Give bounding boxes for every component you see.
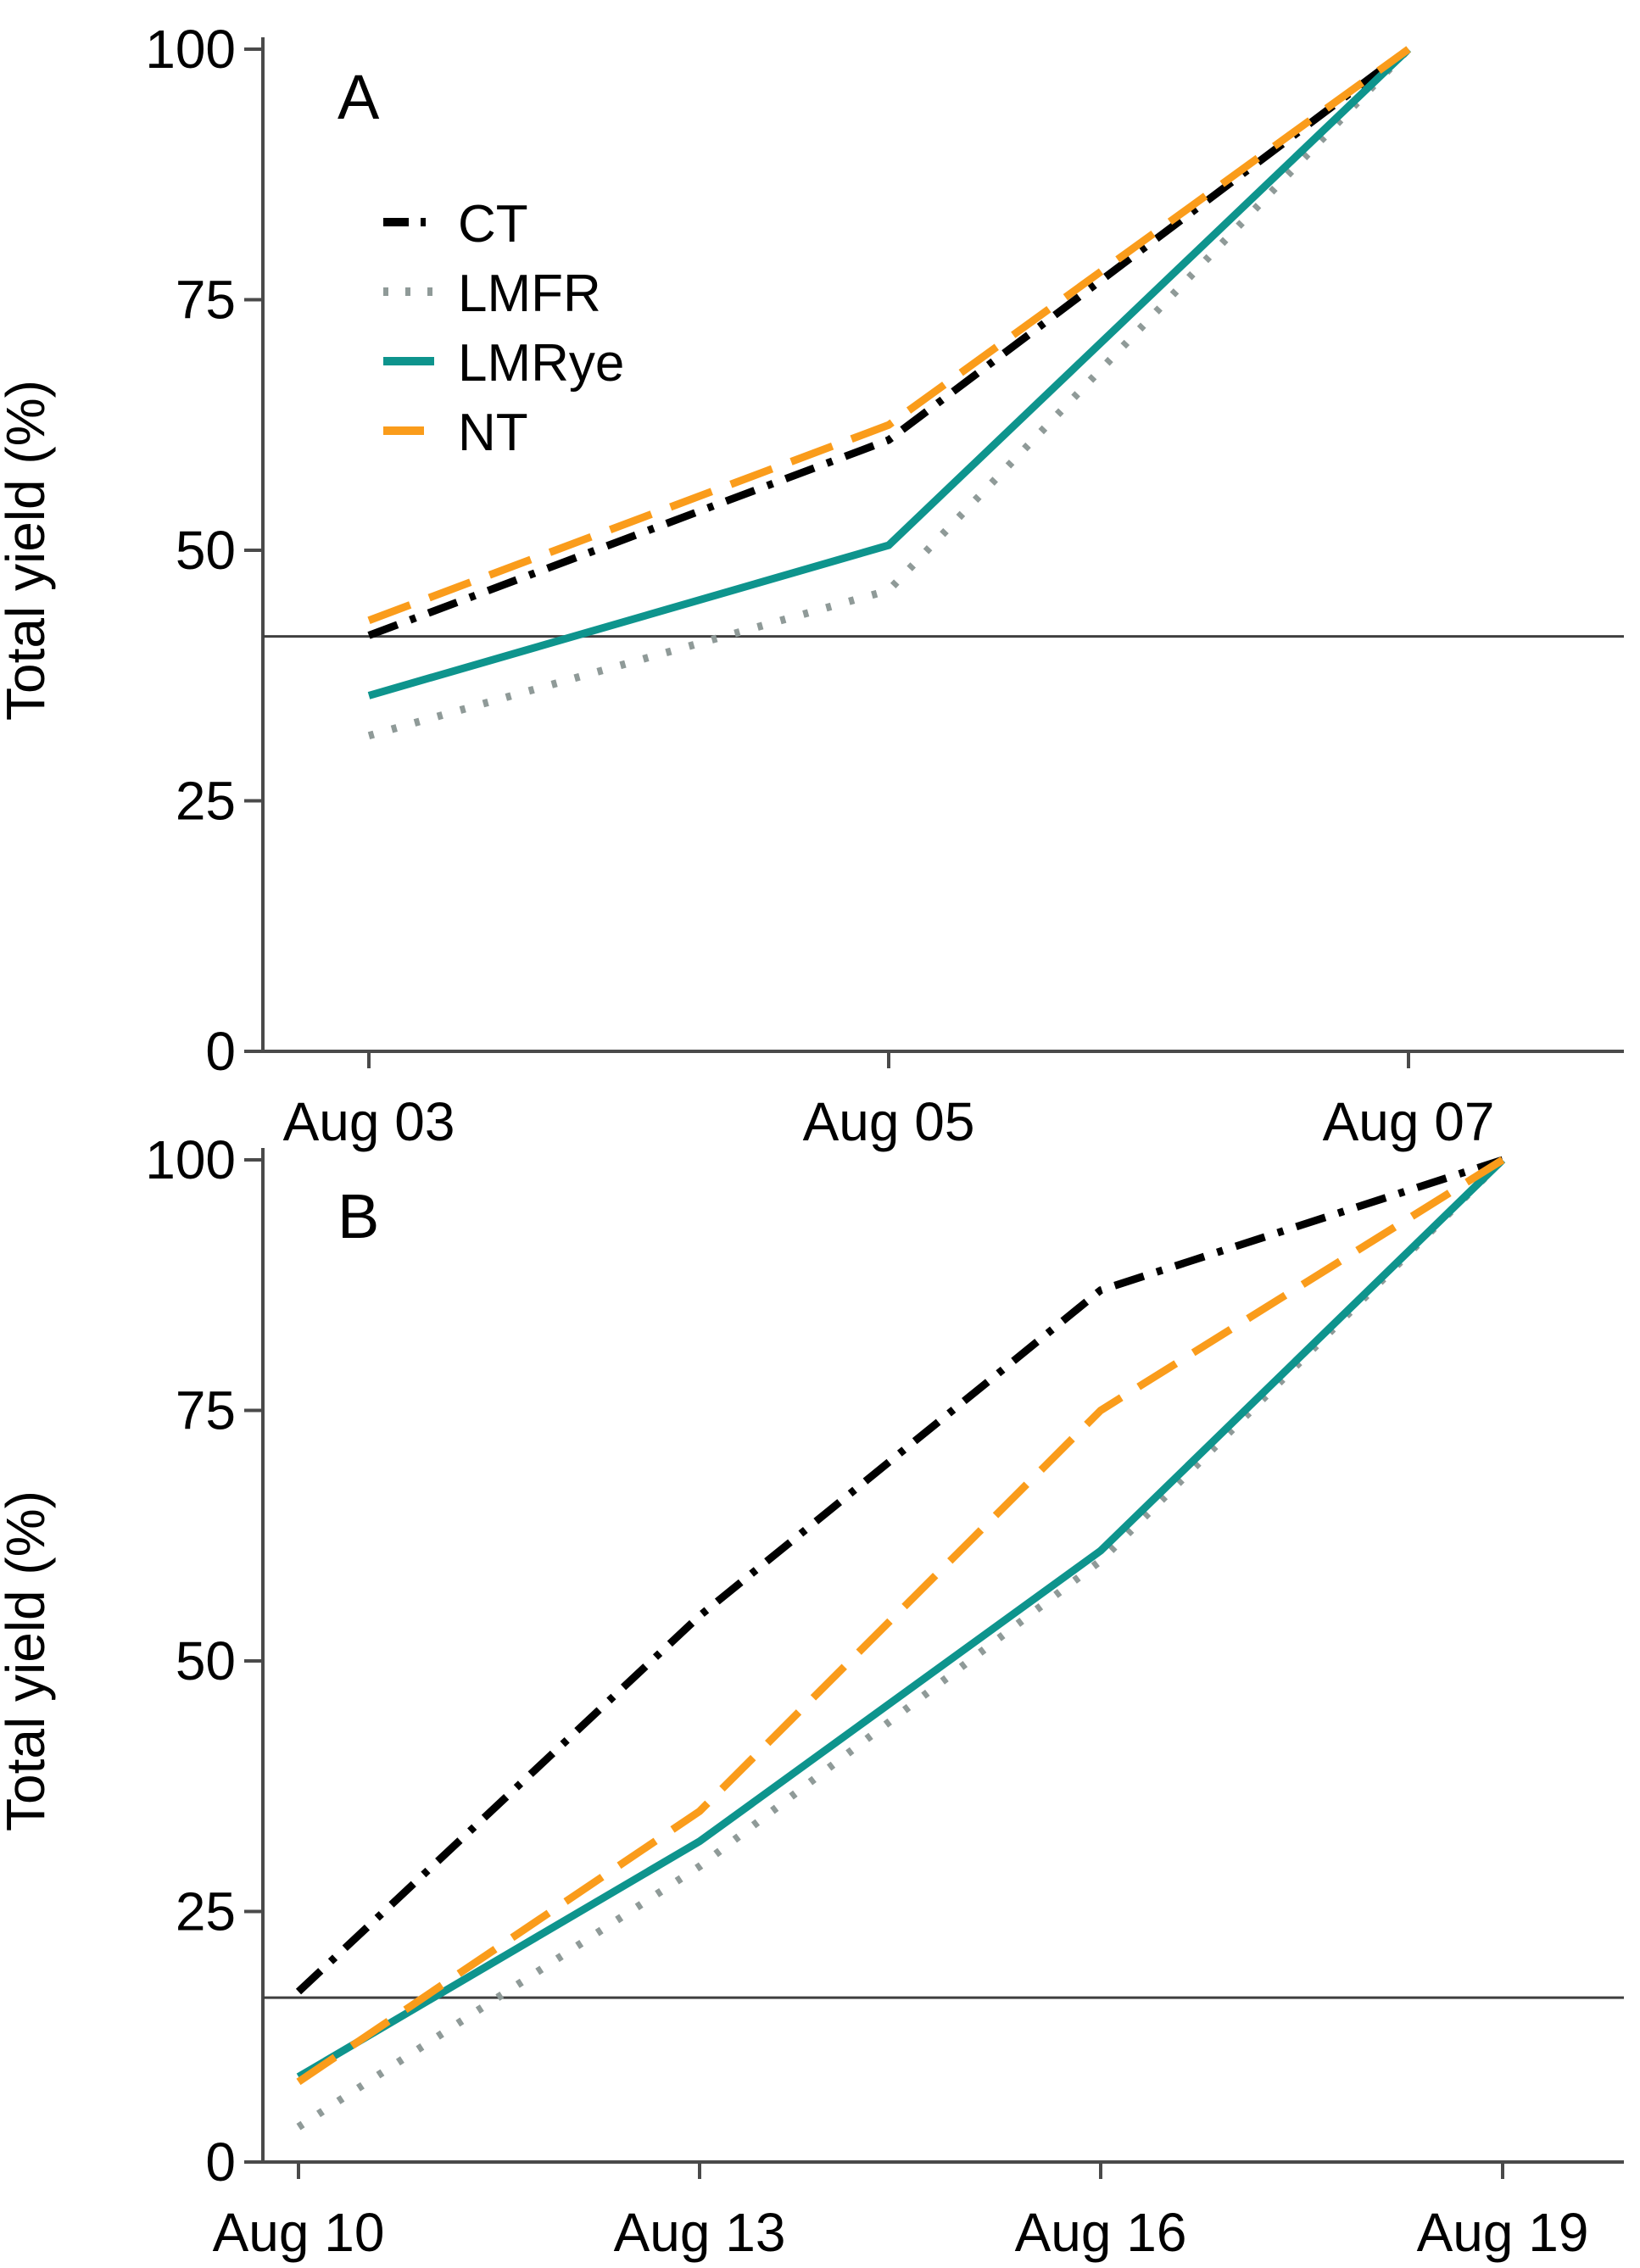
x-tick-label-a: Aug 03 <box>283 1091 455 1152</box>
series-line-ct-a <box>367 46 1411 639</box>
x-tick-label-b: Aug 16 <box>1015 2202 1187 2263</box>
y-tick-label-a: 100 <box>145 19 236 80</box>
legend-label-lmfr: LMFR <box>458 265 601 323</box>
x-tick-label-b: Aug 13 <box>614 2202 786 2263</box>
series-line-ct-b <box>295 1156 1504 1995</box>
y-tick-label-a: 25 <box>176 771 236 832</box>
y-axis-title-a: Total yield (%) <box>0 380 56 721</box>
series-line-lmrye-a <box>367 46 1412 699</box>
y-tick-label-a: 75 <box>176 270 236 331</box>
panel-letter-b: B <box>337 1181 379 1251</box>
series-line-nt-a <box>367 46 1411 624</box>
series-line-lmrye-b <box>296 1156 1506 2081</box>
y-tick-label-b: 50 <box>176 1630 236 1691</box>
series-line-nt-b <box>296 1156 1505 2086</box>
x-tick-label-b: Aug 10 <box>213 2202 385 2263</box>
x-tick-label-a: Aug 05 <box>803 1091 975 1152</box>
x-tick-label-b: Aug 19 <box>1417 2202 1589 2263</box>
y-tick-label-b: 100 <box>145 1129 236 1190</box>
y-tick-label-b: 0 <box>205 2131 236 2193</box>
y-tick-label-a: 50 <box>176 520 236 581</box>
legend-label-lmrye: LMRye <box>458 334 624 393</box>
legend-label-ct: CT <box>458 195 528 254</box>
y-tick-label-b: 75 <box>176 1380 236 1441</box>
y-tick-label-b: 25 <box>176 1881 236 1942</box>
panel-letter-a: A <box>337 62 380 132</box>
y-tick-label-a: 0 <box>205 1021 236 1082</box>
x-tick-label-a: Aug 07 <box>1323 1091 1495 1152</box>
y-axis-title-b: Total yield (%) <box>0 1491 56 1831</box>
series-line-lmfr-b <box>296 1156 1506 2131</box>
legend-label-nt: NT <box>458 404 528 462</box>
